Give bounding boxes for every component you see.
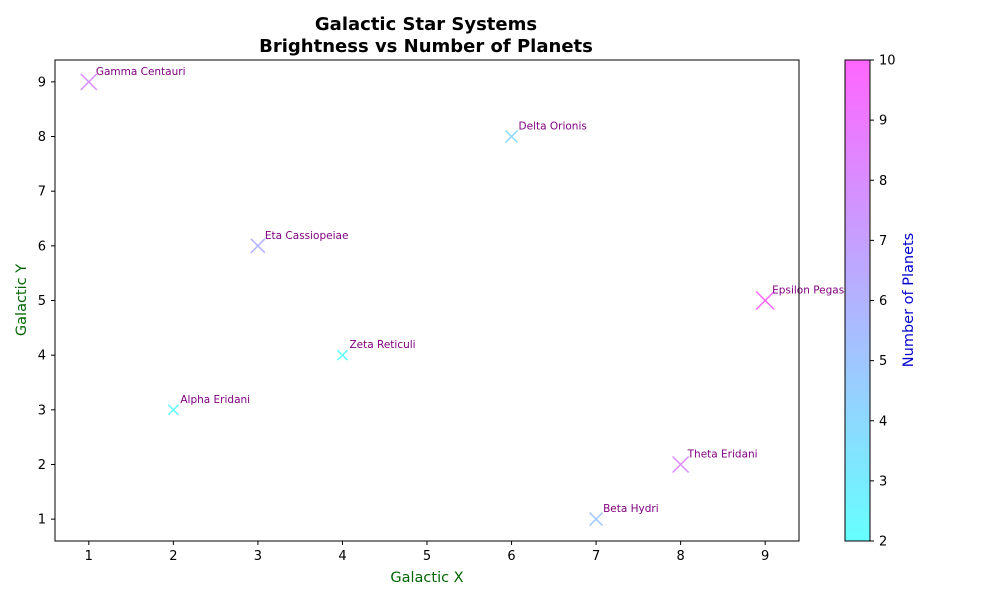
- data-point-marker: [755, 290, 775, 311]
- y-tick-label: 2: [38, 458, 46, 473]
- y-tick-label: 1: [38, 513, 46, 528]
- x-tick-label: 7: [592, 549, 600, 564]
- colorbar-tick-label: 6: [879, 294, 887, 309]
- colorbar-tick-label: 10: [879, 54, 896, 69]
- data-point-label: Delta Orionis: [519, 121, 587, 133]
- data-point-label: Epsilon Pegasi: [772, 285, 847, 297]
- data-point-label: Zeta Reticuli: [349, 339, 415, 351]
- colorbar-tick-label: 2: [879, 535, 887, 550]
- chart-subtitle: Brightness vs Number of Planets: [259, 36, 593, 57]
- data-point-label: Alpha Eridani: [180, 394, 250, 406]
- y-tick-label: 8: [38, 130, 46, 145]
- point-labels: Alpha Eridani Beta Hydri Gamma Centauri Del…: [96, 66, 847, 515]
- data-point-label: Eta Cassiopeiae: [265, 230, 349, 242]
- data-point-label: Theta Eridani: [687, 448, 758, 460]
- data-point-marker: [250, 238, 266, 254]
- x-tick-label: 6: [507, 549, 515, 564]
- y-tick-label: 3: [38, 403, 46, 418]
- x-tick-label: 4: [338, 549, 346, 564]
- x-tick-label: 5: [423, 549, 431, 564]
- colorbar-ticks: 2 3 4 5 6 7 8 9 10: [870, 54, 896, 550]
- y-tick-label: 5: [38, 294, 46, 309]
- data-point-label: Beta Hydri: [603, 503, 659, 515]
- x-tick-label: 8: [676, 549, 684, 564]
- data-point-marker: [336, 349, 348, 361]
- y-tick-label: 4: [38, 349, 46, 364]
- x-tick-label: 3: [254, 549, 262, 564]
- plot-frame: [54, 59, 800, 542]
- x-tick-label: 9: [761, 549, 769, 564]
- data-point-label: Gamma Centauri: [96, 66, 186, 78]
- y-tick-label: 9: [38, 75, 46, 90]
- data-point-marker: [80, 73, 98, 91]
- data-point-marker: [672, 455, 690, 474]
- colorbar-tick-label: 3: [879, 474, 887, 489]
- y-axis-ticks: 1 2 3 4 5 6 7 8 9: [38, 75, 55, 528]
- x-tick-label: 1: [85, 549, 93, 564]
- y-axis-title: Galactic Y: [14, 264, 30, 336]
- colorbar-title: Number of Planets: [901, 233, 917, 367]
- colorbar-tick-label: 8: [879, 174, 887, 189]
- colorbar-tick-label: 5: [879, 354, 887, 369]
- data-point-marker: [167, 404, 179, 416]
- colorbar-tick-label: 7: [879, 234, 887, 249]
- chart-title: Galactic Star Systems: [315, 14, 537, 35]
- data-point-marker: [505, 129, 519, 144]
- x-tick-label: 2: [169, 549, 177, 564]
- data-points: [80, 73, 775, 527]
- y-tick-label: 7: [38, 185, 46, 200]
- y-tick-label: 6: [38, 239, 46, 254]
- x-axis-ticks: 1 2 3 4 5 6 7 8 9: [85, 541, 769, 564]
- colorbar-tick-label: 9: [879, 114, 887, 129]
- data-point-marker: [589, 512, 604, 527]
- colorbar-tick-label: 4: [879, 414, 887, 429]
- x-axis-title: Galactic X: [390, 570, 463, 586]
- colorbar: [844, 59, 871, 542]
